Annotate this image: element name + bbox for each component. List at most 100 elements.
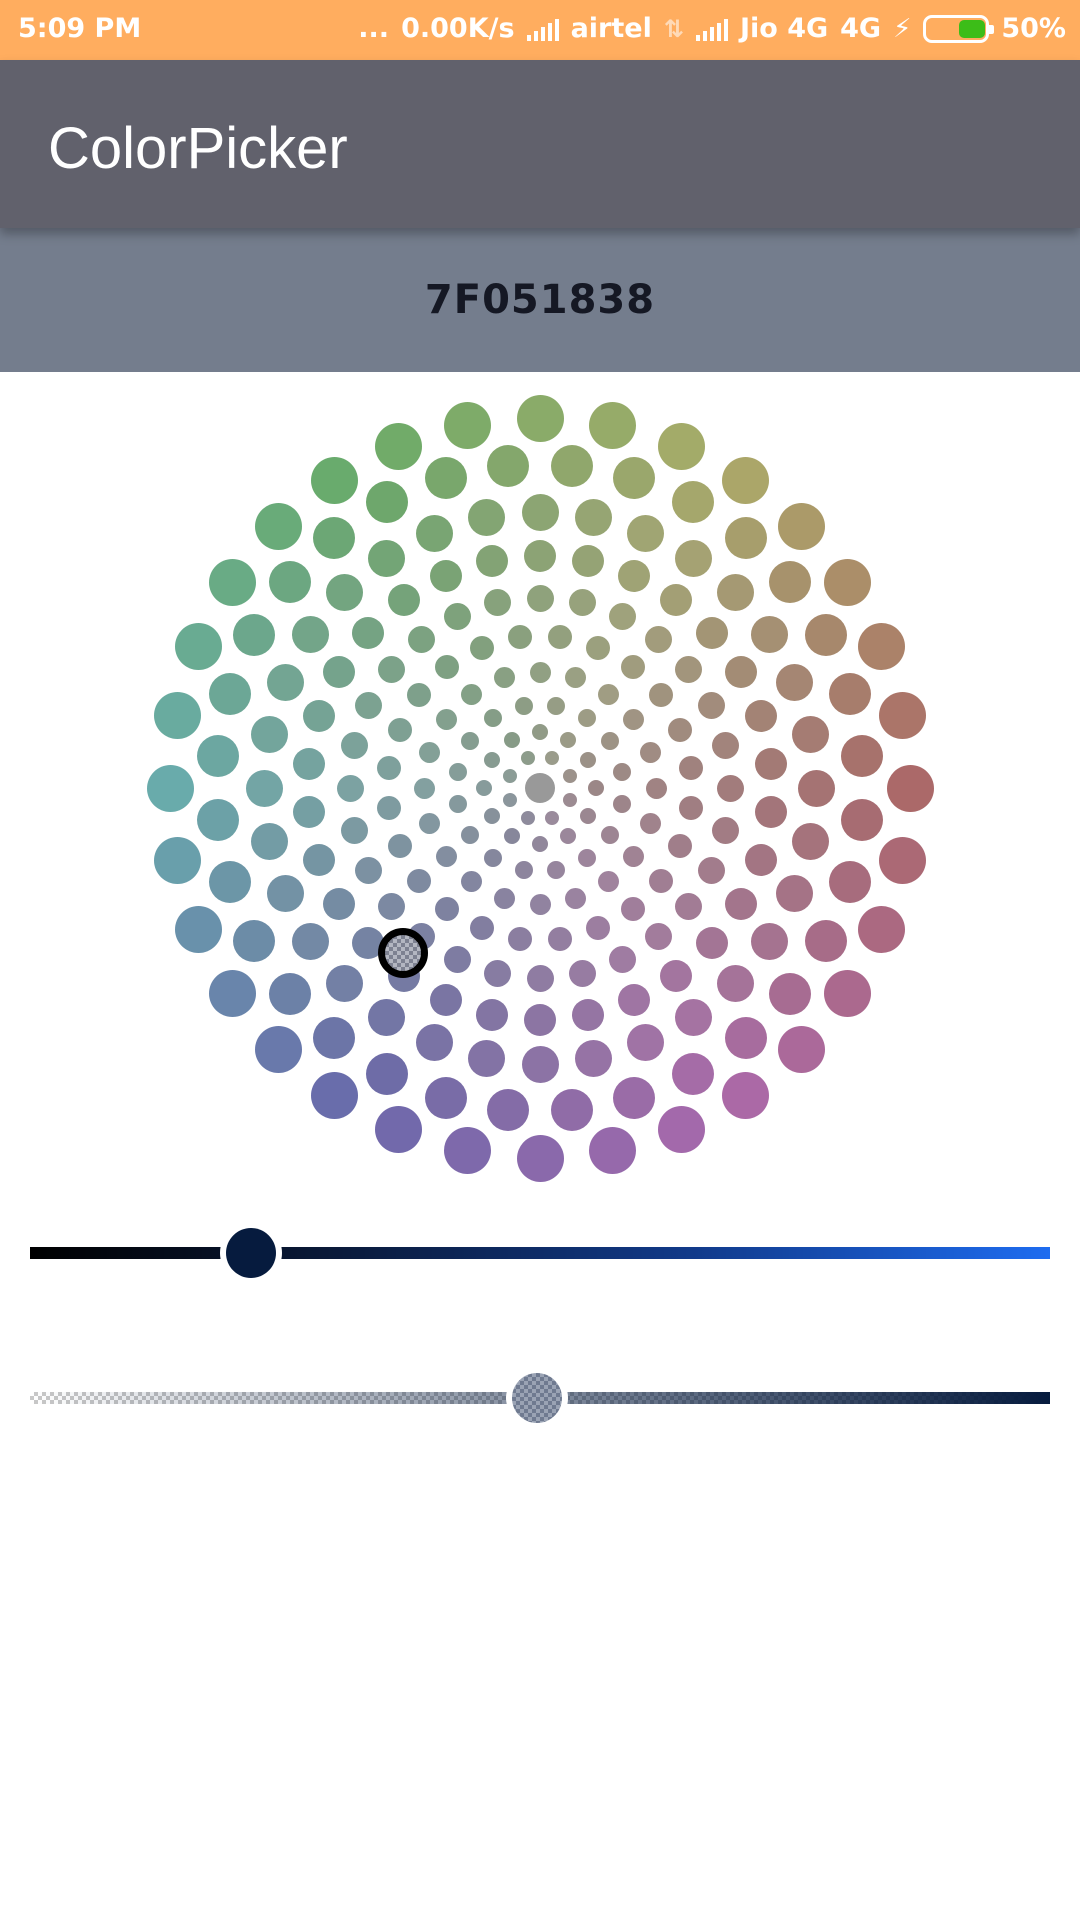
wheel-dot[interactable] bbox=[572, 545, 605, 578]
wheel-dot[interactable] bbox=[562, 793, 577, 808]
wheel-dot[interactable] bbox=[461, 871, 483, 893]
wheel-dot[interactable] bbox=[597, 871, 619, 893]
wheel-dot[interactable] bbox=[467, 1040, 505, 1078]
wheel-dot[interactable] bbox=[575, 498, 613, 536]
wheel-dot[interactable] bbox=[588, 780, 604, 796]
wheel-dot[interactable] bbox=[293, 796, 326, 829]
lightness-thumb[interactable] bbox=[226, 1228, 276, 1278]
wheel-dot[interactable] bbox=[547, 861, 566, 880]
wheel-dot[interactable] bbox=[627, 514, 665, 552]
wheel-dot[interactable] bbox=[429, 983, 462, 1016]
alpha-thumb[interactable] bbox=[512, 1373, 562, 1423]
wheel-dot[interactable] bbox=[208, 861, 251, 904]
wheel-dot[interactable] bbox=[829, 672, 872, 715]
wheel-dot[interactable] bbox=[208, 672, 251, 715]
wheel-dot[interactable] bbox=[580, 808, 597, 824]
wheel-dot[interactable] bbox=[524, 540, 556, 572]
wheel-dot[interactable] bbox=[575, 1040, 613, 1078]
wheel-dot[interactable] bbox=[804, 614, 847, 657]
wheel-dot[interactable] bbox=[245, 769, 283, 807]
wheel-dot[interactable] bbox=[716, 574, 754, 612]
wheel-dot[interactable] bbox=[529, 661, 551, 683]
wheel-dot[interactable] bbox=[586, 635, 611, 660]
wheel-dot[interactable] bbox=[722, 456, 770, 504]
wheel-dot[interactable] bbox=[550, 444, 593, 487]
wheel-dot[interactable] bbox=[886, 764, 934, 812]
lightness-slider[interactable] bbox=[30, 1223, 1050, 1283]
wheel-dot[interactable] bbox=[879, 836, 927, 884]
wheel-dot[interactable] bbox=[744, 700, 777, 733]
wheel-dot[interactable] bbox=[529, 893, 551, 915]
wheel-dot[interactable] bbox=[313, 516, 356, 559]
wheel-dot[interactable] bbox=[323, 888, 356, 920]
wheel-dot[interactable] bbox=[419, 741, 441, 763]
wheel-dot[interactable] bbox=[524, 1004, 556, 1036]
wheel-dot[interactable] bbox=[841, 735, 884, 778]
wheel-dot[interactable] bbox=[671, 481, 714, 524]
wheel-dot[interactable] bbox=[444, 1127, 492, 1175]
wheel-dot[interactable] bbox=[588, 1127, 636, 1175]
wheel-dot[interactable] bbox=[233, 919, 276, 962]
wheel-dot[interactable] bbox=[435, 896, 460, 921]
wheel-dot[interactable] bbox=[250, 715, 288, 753]
wheel-dot[interactable] bbox=[658, 1106, 706, 1154]
wheel-dot[interactable] bbox=[858, 622, 906, 670]
wheel-dot[interactable] bbox=[618, 983, 651, 1016]
wheel-dot[interactable] bbox=[645, 777, 667, 799]
wheel-dot[interactable] bbox=[310, 1072, 358, 1120]
wheel-dot[interactable] bbox=[461, 732, 480, 751]
wheel-dot[interactable] bbox=[469, 635, 494, 660]
wheel-dot[interactable] bbox=[697, 856, 725, 884]
wheel-dot[interactable] bbox=[769, 561, 812, 604]
wheel-dot[interactable] bbox=[716, 774, 744, 802]
wheel-dot[interactable] bbox=[475, 998, 508, 1031]
wheel-dot[interactable] bbox=[547, 696, 566, 715]
wheel-dot[interactable] bbox=[608, 945, 636, 973]
wheel-dot[interactable] bbox=[572, 998, 605, 1031]
wheel-dot[interactable] bbox=[208, 558, 256, 606]
wheel-dot[interactable] bbox=[514, 696, 533, 715]
wheel-dot[interactable] bbox=[313, 1017, 356, 1060]
lightness-track[interactable] bbox=[30, 1247, 1050, 1259]
wheel-dot[interactable] bbox=[461, 825, 480, 844]
hex-value[interactable]: 7F051838 bbox=[424, 277, 656, 323]
wheel-dot[interactable] bbox=[521, 1045, 559, 1083]
wheel-dot[interactable] bbox=[504, 731, 520, 748]
wheel-dot[interactable] bbox=[268, 972, 311, 1015]
wheel-dot[interactable] bbox=[724, 656, 757, 688]
wheel-dot[interactable] bbox=[668, 834, 693, 859]
wheel-dot[interactable] bbox=[292, 616, 329, 654]
wheel-dot[interactable] bbox=[678, 795, 703, 820]
wheel-dot[interactable] bbox=[824, 970, 872, 1018]
wheel-dot[interactable] bbox=[521, 493, 559, 531]
wheel-dot[interactable] bbox=[644, 923, 672, 951]
wheel-dot[interactable] bbox=[368, 540, 406, 577]
wheel-dot[interactable] bbox=[776, 663, 814, 701]
wheel-dot[interactable] bbox=[560, 828, 576, 845]
wheel-dot[interactable] bbox=[623, 845, 645, 867]
wheel-dot[interactable] bbox=[484, 959, 512, 987]
wheel-dot[interactable] bbox=[545, 810, 560, 825]
wheel-dot[interactable] bbox=[504, 828, 520, 845]
wheel-dot[interactable] bbox=[658, 422, 706, 470]
wheel-dot[interactable] bbox=[419, 813, 441, 835]
wheel-dot[interactable] bbox=[476, 780, 492, 796]
wheel-dot[interactable] bbox=[254, 502, 302, 550]
wheel-dot[interactable] bbox=[293, 747, 326, 780]
wheel-dot[interactable] bbox=[804, 919, 847, 962]
wheel-dot[interactable] bbox=[829, 861, 872, 904]
wheel-dot[interactable] bbox=[580, 752, 597, 768]
wheel-dot[interactable] bbox=[644, 625, 672, 653]
wheel-dot[interactable] bbox=[668, 717, 693, 742]
wheel-dot[interactable] bbox=[562, 768, 577, 783]
wheel-dot[interactable] bbox=[623, 709, 645, 731]
wheel-dot[interactable] bbox=[648, 683, 673, 708]
wheel-dot[interactable] bbox=[560, 731, 576, 748]
wheel-dot[interactable] bbox=[639, 741, 661, 763]
wheel-dot[interactable] bbox=[613, 456, 656, 499]
wheel-dot[interactable] bbox=[508, 926, 533, 951]
wheel-dot[interactable] bbox=[613, 1077, 656, 1120]
wheel-dot[interactable] bbox=[487, 444, 530, 487]
wheel-dot[interactable] bbox=[620, 655, 645, 680]
wheel-dot[interactable] bbox=[407, 868, 432, 893]
